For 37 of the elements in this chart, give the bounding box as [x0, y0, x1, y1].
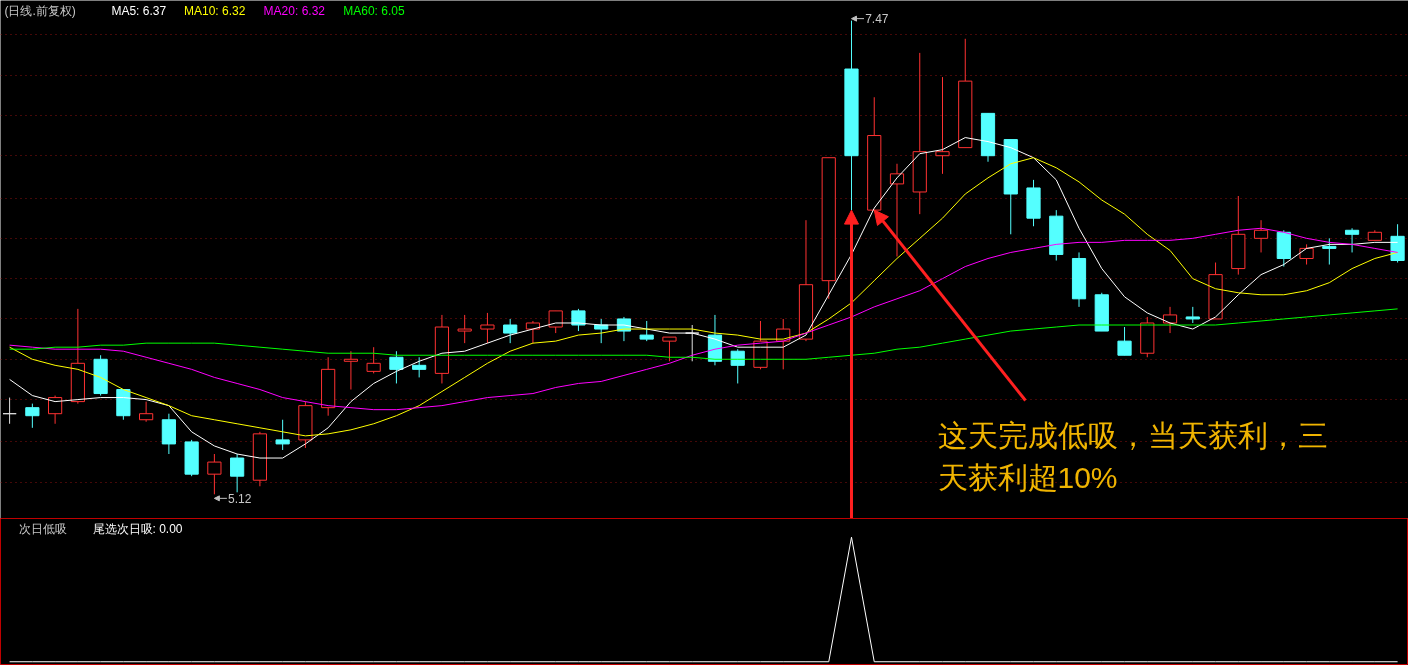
candlestick [480, 312, 495, 344]
candlestick [1117, 326, 1132, 356]
candlestick [275, 419, 290, 451]
candlestick [1344, 227, 1360, 253]
candlestick [1253, 219, 1269, 253]
candlestick [366, 346, 381, 374]
chart-title: (日线.前复权) [4, 3, 76, 18]
candlestick [207, 453, 222, 495]
candlestick [343, 350, 359, 390]
candlestick [503, 318, 518, 344]
text: 尾选次日吸: 0.00 [92, 521, 183, 536]
candlestick [889, 163, 905, 257]
candlestick [639, 320, 654, 342]
candlestick [25, 403, 40, 429]
text: MA60: 6.05 [343, 3, 405, 18]
candlestick [525, 320, 541, 344]
annotation: 5.12 [228, 491, 252, 506]
candlestick [139, 401, 154, 423]
text: MA10: 6.32 [184, 3, 246, 18]
candlestick [412, 356, 427, 378]
candlestick [730, 348, 745, 384]
candlestick [457, 314, 472, 344]
candlestick [548, 310, 563, 334]
candlestick [389, 350, 404, 384]
text: MA20: 6.32 [263, 3, 326, 18]
candlestick [1322, 237, 1337, 266]
candlestick [2, 397, 17, 425]
annotation: 这天完成低吸，当天获利，三天获利超10% [937, 418, 1328, 495]
chart-title: 次日低吸 [18, 521, 67, 536]
candlestick [1162, 306, 1178, 334]
candlestick [662, 336, 677, 362]
text: MA5: 6.37 [111, 3, 167, 18]
candlestick [1299, 243, 1314, 266]
candlestick [935, 76, 950, 175]
candlestick [48, 395, 63, 425]
annotation: 7.47 [865, 12, 889, 27]
candlestick [230, 453, 245, 493]
